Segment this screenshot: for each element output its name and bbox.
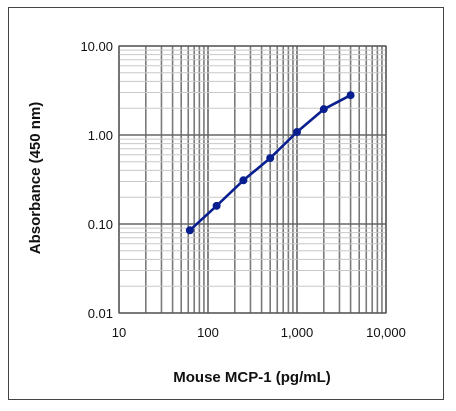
y-tick-label: 10.00 [80, 39, 113, 54]
data-point [266, 154, 275, 163]
chart-frame [8, 7, 444, 400]
x-tick-labels: 10 100 1,000 10,000 [112, 325, 406, 340]
data-point [212, 201, 221, 210]
y-tick-label: 0.10 [88, 217, 113, 232]
data-series [185, 91, 355, 235]
data-point [185, 226, 194, 235]
data-point [319, 105, 328, 114]
plot-grid [118, 45, 387, 314]
y-tick-label: 1.00 [88, 128, 113, 143]
x-tick-label: 1,000 [281, 325, 314, 340]
y-axis-title: Absorbance (450 nm) [27, 102, 44, 255]
data-point [293, 128, 301, 137]
y-tick-labels: 0.01 0.10 1.00 10.00 [80, 39, 113, 321]
data-point [346, 91, 355, 100]
x-tick-label: 10,000 [366, 325, 406, 340]
data-point [239, 176, 248, 185]
x-axis-title: Mouse MCP-1 (pg/mL) [173, 369, 331, 386]
x-tick-label: 100 [197, 325, 219, 340]
y-tick-label: 0.01 [88, 306, 113, 321]
plot-axes [118, 45, 387, 314]
plot-border [118, 45, 387, 314]
x-tick-label: 10 [112, 325, 126, 340]
